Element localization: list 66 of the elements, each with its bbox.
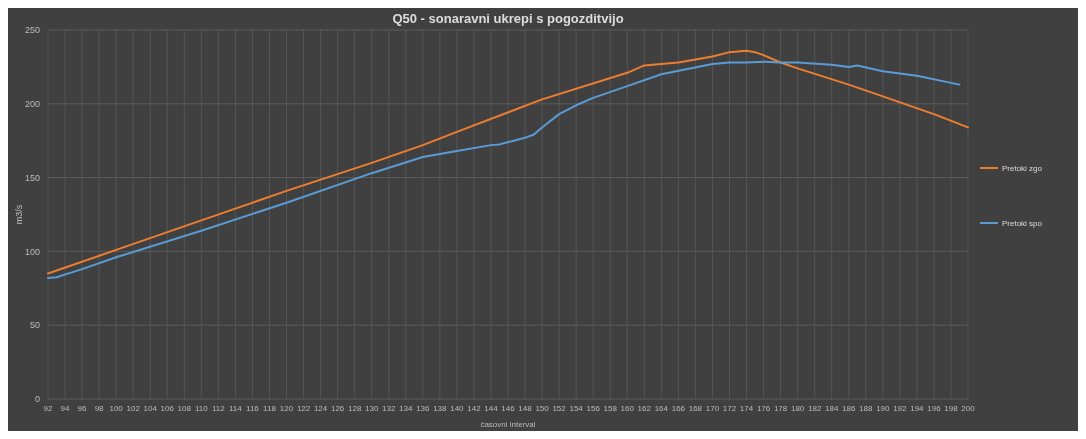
x-tick-label: 100 xyxy=(109,404,124,413)
x-tick-label: 104 xyxy=(143,404,158,413)
x-tick-label: 142 xyxy=(467,404,482,413)
x-tick-label: 150 xyxy=(535,404,550,413)
x-tick-label: 122 xyxy=(296,404,311,413)
x-tick-label: 118 xyxy=(263,404,277,413)
y-tick-label: 0 xyxy=(34,394,40,405)
y-tick-label: 100 xyxy=(24,246,40,257)
x-tick-label: 172 xyxy=(722,404,737,413)
x-tick-label: 166 xyxy=(671,404,686,413)
y-tick-label: 200 xyxy=(24,98,40,109)
x-tick-label: 108 xyxy=(177,404,192,413)
x-tick-label: 196 xyxy=(927,404,942,413)
x-tick-label: 140 xyxy=(450,404,465,413)
x-tick-label: 184 xyxy=(825,404,839,413)
x-tick-label: 114 xyxy=(229,404,243,413)
x-tick-label: 198 xyxy=(944,404,959,413)
y-tick-label: 50 xyxy=(29,320,40,331)
x-tick-label: 98 xyxy=(94,404,105,413)
x-tick-label: 176 xyxy=(756,404,771,413)
x-tick-label: 94 xyxy=(60,404,71,413)
chart-title: Q50 - sonaravni ukrepi s pogozditvijo xyxy=(392,11,624,26)
y-tick-label: 250 xyxy=(24,25,40,36)
x-tick-label: 154 xyxy=(569,404,584,413)
x-tick-label: 188 xyxy=(859,404,873,413)
x-tick-label: 180 xyxy=(790,404,805,413)
legend-label: Pretoki zgo xyxy=(1002,163,1043,173)
x-tick-label: 92 xyxy=(43,404,53,413)
x-tick-label: 102 xyxy=(126,404,141,413)
x-tick-label: 200 xyxy=(961,404,976,413)
x-tick-label: 164 xyxy=(654,404,669,413)
x-tick-label: 116 xyxy=(246,404,260,413)
x-tick-label: 152 xyxy=(552,404,567,413)
x-tick-label: 158 xyxy=(603,404,618,413)
x-tick-label: 174 xyxy=(739,404,754,413)
x-tick-label: 96 xyxy=(77,404,88,413)
x-tick-label: 144 xyxy=(484,404,499,413)
x-tick-label: 146 xyxy=(501,404,516,413)
x-tick-label: 160 xyxy=(620,404,635,413)
y-tick-label: 150 xyxy=(24,172,40,183)
x-tick-label: 112 xyxy=(211,404,226,413)
x-tick-label: 192 xyxy=(893,404,908,413)
x-tick-label: 130 xyxy=(365,404,379,413)
x-tick-label: 182 xyxy=(807,404,822,413)
x-tick-label: 170 xyxy=(705,404,720,413)
x-tick-label: 126 xyxy=(330,404,345,413)
x-tick-label: 148 xyxy=(518,404,533,413)
x-axis-title: časovni interval xyxy=(480,420,536,429)
legend-label: Pretoki spo xyxy=(1002,218,1043,228)
x-tick-label: 110 xyxy=(194,404,209,413)
x-tick-label: 106 xyxy=(160,404,175,413)
x-tick-label: 134 xyxy=(399,404,413,413)
x-tick-label: 168 xyxy=(688,404,703,413)
x-tick-label: 194 xyxy=(910,404,925,413)
x-tick-label: 124 xyxy=(313,404,328,413)
x-tick-label: 156 xyxy=(586,404,601,413)
x-tick-label: 186 xyxy=(842,404,856,413)
y-axis-title: m3/s xyxy=(14,204,24,225)
x-tick-label: 162 xyxy=(637,404,652,413)
x-tick-label: 178 xyxy=(773,404,788,413)
x-tick-label: 132 xyxy=(382,404,396,413)
x-tick-label: 128 xyxy=(347,404,362,413)
x-tick-label: 136 xyxy=(416,404,431,413)
x-tick-label: 190 xyxy=(876,404,891,413)
x-tick-label: 120 xyxy=(279,404,294,413)
x-tick-label: 138 xyxy=(433,404,448,413)
